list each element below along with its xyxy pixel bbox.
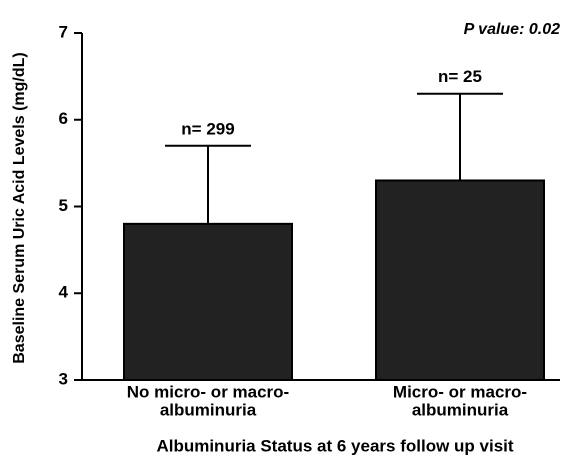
x-tick-label: No micro- or macro- <box>127 382 289 401</box>
y-tick-label: 7 <box>59 22 68 41</box>
p-value: P value: 0.02 <box>464 21 560 38</box>
x-tick-label: Micro- or macro- <box>393 382 527 401</box>
x-tick-label: albuminuria <box>160 400 257 419</box>
bar <box>375 179 545 381</box>
y-axis-label: Baseline Serum Uric Acid Levels (mg/dL) <box>11 52 28 364</box>
y-tick-label: 4 <box>59 283 69 302</box>
x-axis-label: Albuminuria Status at 6 years follow up … <box>156 436 513 455</box>
x-tick-label: albuminuria <box>412 400 509 419</box>
n-label: n= 299 <box>181 119 234 138</box>
y-tick-label: 5 <box>59 196 68 215</box>
y-tick-label: 6 <box>59 109 68 128</box>
y-tick-label: 3 <box>59 369 68 388</box>
bar <box>123 222 293 381</box>
n-label: n= 25 <box>438 67 482 86</box>
